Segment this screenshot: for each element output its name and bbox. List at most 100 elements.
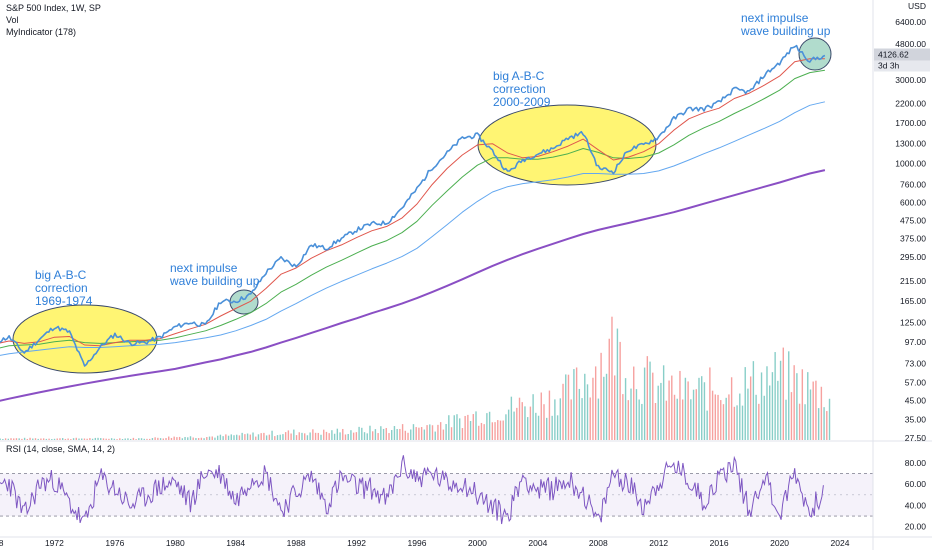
- volume-bar: [380, 426, 382, 440]
- rsi-tick-label: 60.00: [905, 479, 927, 489]
- volume-bar: [64, 438, 67, 440]
- price-line: [0, 44, 826, 367]
- volume-bar: [374, 429, 377, 440]
- volume-bar: [494, 422, 496, 440]
- volume-bar: [369, 425, 371, 440]
- volume-bar: [178, 436, 181, 440]
- y-tick-label: 73.00: [905, 358, 927, 368]
- volume-bar: [450, 427, 453, 440]
- currency-label: USD: [908, 1, 926, 11]
- volume-bar: [480, 422, 483, 440]
- volume-bar: [241, 432, 243, 440]
- volume-bar: [187, 437, 189, 440]
- volume-bar: [478, 425, 480, 440]
- y-tick-label: 35.00: [905, 415, 927, 425]
- volume-bar: [268, 434, 271, 440]
- volume-bar: [355, 432, 358, 440]
- volume-bar: [796, 373, 798, 440]
- legend-vol[interactable]: Vol: [6, 15, 19, 25]
- volume-bar: [344, 434, 347, 440]
- volume-bar: [728, 394, 730, 440]
- volume-bar: [282, 434, 284, 440]
- volume-bar: [768, 385, 771, 440]
- volume-bar: [793, 365, 795, 440]
- rsi-panel: 80.00 60.00 40.00 20.00: [0, 455, 927, 532]
- volume-bar: [687, 381, 689, 440]
- volume-bar: [801, 369, 804, 440]
- volume-bar: [81, 438, 83, 440]
- volume-bar: [127, 438, 129, 440]
- volume-bar: [119, 438, 121, 440]
- rsi-line: [0, 455, 824, 525]
- volume-bar: [146, 438, 148, 440]
- volume-bar: [671, 375, 673, 440]
- volume-bar: [807, 372, 809, 440]
- y-tick-label: 1000.00: [895, 159, 926, 169]
- rsi-label[interactable]: RSI (14, close, SMA, 14, 2): [6, 444, 116, 454]
- volume-bar: [216, 435, 219, 440]
- volume-bar: [771, 372, 774, 440]
- volume-bar: [643, 367, 646, 440]
- volume-bar: [86, 438, 88, 440]
- volume-bar: [320, 434, 322, 440]
- volume-bar: [790, 392, 793, 440]
- volume-bar: [184, 436, 186, 440]
- ma-green-line: [0, 69, 825, 349]
- volume-bar: [51, 439, 53, 440]
- volume-bar: [505, 414, 507, 440]
- legend-symbol[interactable]: S&P 500 Index, 1W, SP: [6, 3, 101, 13]
- annotation-text: 2000-2009: [493, 95, 551, 109]
- volume-bar: [72, 438, 75, 440]
- volume-bar: [124, 438, 126, 440]
- volume-bar: [314, 432, 317, 440]
- y-tick-label: 375.00: [900, 234, 926, 244]
- volume-bar: [739, 393, 741, 440]
- volume-bar: [176, 437, 178, 440]
- volume-bar: [692, 389, 695, 440]
- volume-bar: [491, 422, 494, 440]
- volume-bar: [2, 439, 4, 440]
- volume-bar: [287, 430, 290, 440]
- annotation-ellipses: [12, 37, 832, 374]
- volume-bar: [633, 366, 635, 440]
- volume-bar: [461, 428, 464, 440]
- volume-bar: [554, 399, 556, 440]
- volume-bar: [752, 361, 755, 440]
- volume-bar: [755, 394, 757, 440]
- volume-bar: [548, 390, 551, 440]
- volume-bar: [616, 328, 619, 440]
- volume-bar: [823, 407, 825, 440]
- x-tick-label: 2020: [770, 538, 789, 548]
- volume-bar: [497, 420, 499, 440]
- volume-bar: [798, 403, 801, 440]
- rsi-tick-label: 20.00: [905, 522, 927, 532]
- x-tick-label: 1992: [347, 538, 366, 548]
- volume-bar: [214, 437, 216, 440]
- volume-bar: [486, 413, 488, 440]
- x-tick-label: 1980: [166, 538, 185, 548]
- x-tick-label: 2012: [649, 538, 668, 548]
- volume-bar: [138, 438, 140, 440]
- volume-bar: [565, 374, 567, 440]
- x-tick-label: 1976: [105, 538, 124, 548]
- annotation-ellipse: [477, 104, 657, 186]
- volume-bar: [499, 420, 502, 440]
- annotation-text: big A-B-C: [493, 69, 545, 83]
- legend-indicator[interactable]: MyIndicator (178): [6, 27, 77, 37]
- volume-bar: [475, 411, 477, 440]
- volume-bar: [208, 436, 211, 440]
- volume-bar: [293, 429, 295, 440]
- y-tick-label: 6400.00: [895, 17, 926, 27]
- annotation-ellipse: [798, 37, 832, 71]
- volume-bar: [638, 399, 640, 440]
- volume-bar: [741, 405, 744, 440]
- volume-bar: [448, 415, 450, 440]
- annotation-text: next impulse: [741, 11, 809, 25]
- volume-bar: [358, 426, 360, 440]
- rsi-tick-label: 80.00: [905, 458, 927, 468]
- volume-bar: [40, 438, 42, 440]
- volume-bar: [649, 361, 651, 440]
